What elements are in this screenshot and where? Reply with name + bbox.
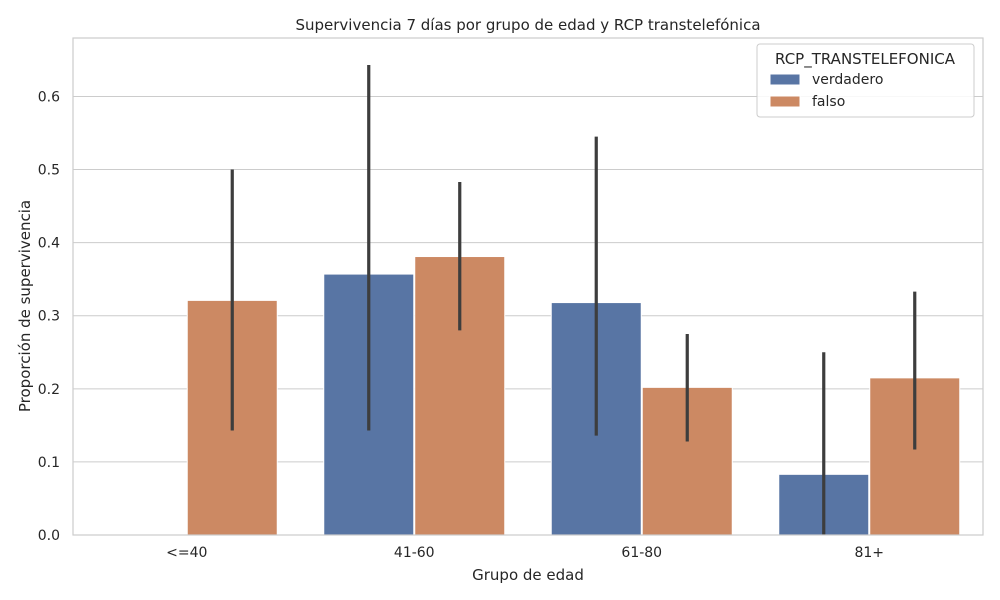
y-tick-label: 0.5 [38,163,60,179]
x-tick-label: <=40 [166,545,207,561]
y-tick-label: 0.2 [38,382,60,398]
x-tick-label: 61-80 [621,545,662,561]
legend-box [756,43,975,118]
legend-label-verdadero: verdadero [812,72,883,88]
legend-label-falso: falso [812,94,845,110]
x-axis-label: Grupo de edad [472,566,584,584]
x-tick-label: 41-60 [394,545,435,561]
error-bars [230,65,917,535]
legend-swatch-verdadero [769,73,801,86]
y-tick-label: 0.6 [38,89,60,105]
plot-frame [72,37,984,536]
y-tick-label: 0.0 [38,528,60,544]
y-tick-label: 0.3 [38,309,60,325]
axes: 0.0 0.1 0.2 0.3 0.4 0.5 0.6 <=40 41-60 61-80 81+ [38,37,984,561]
bars [186,256,961,536]
y-tick-label: 0.4 [38,236,60,252]
legend-swatch-falso [769,95,801,108]
legend-title: RCP_TRANSTELEFONICA [775,50,956,69]
y-tick-label: 0.1 [38,455,60,471]
x-tick-label: 81+ [854,545,884,561]
chart-title: Supervivencia 7 días por grupo de edad y… [295,16,760,34]
legend: RCP_TRANSTELEFONICA verdadero falso [756,43,975,118]
y-axis-label: Proporción de supervivencia [16,200,34,412]
